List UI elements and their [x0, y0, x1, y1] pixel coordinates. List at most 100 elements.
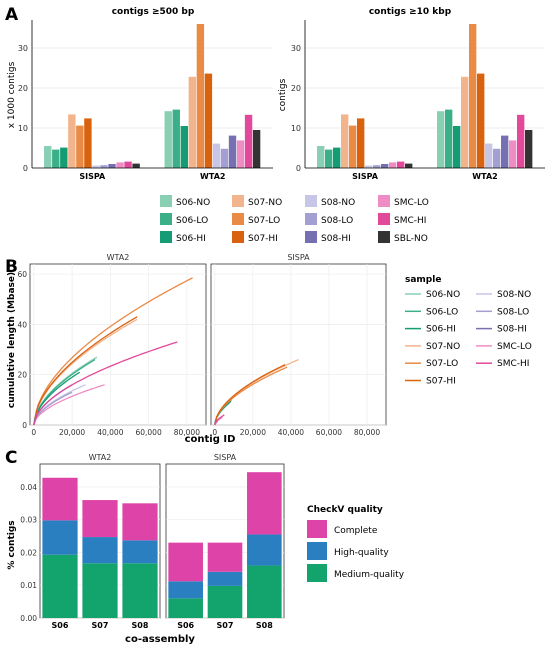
a-left-ytick-label: 30 [18, 44, 28, 53]
a-left-xtick-label: SISPA [79, 172, 106, 181]
legend-a-label: SMC-HI [394, 216, 426, 226]
a-right-bar-wta2-s07-lo [469, 24, 477, 168]
panel-a-right-ylabel: contigs [278, 78, 288, 111]
b-wta2-line-s08-lo [33, 391, 73, 426]
b-sispa-line-s07-lo [214, 366, 288, 426]
b-wta2-xtick-label: 0 [31, 428, 36, 437]
a-right-bar-sispa-s06-hi [333, 147, 341, 168]
legend-a-swatch-s08-hi [305, 231, 317, 243]
c-wta2-bar-s07-medium-quality [82, 563, 118, 618]
panel-c-ylabel: % contigs [7, 520, 17, 569]
a-right-bar-sispa-s08-hi [381, 164, 389, 168]
legend-a-swatch-s07-lo [232, 213, 244, 225]
legend-b-label: S06-LO [426, 307, 458, 317]
a-left-bar-sispa-smc-hi [124, 161, 132, 168]
a-left-bar-sispa-s07-no [68, 114, 76, 168]
a-left-bar-sispa-s08-hi [108, 164, 116, 168]
b-wta2-xtick-label: 20,000 [59, 428, 85, 437]
a-right-bar-sispa-s07-no [341, 114, 349, 168]
a-left-bar-sispa-s06-no [44, 146, 52, 168]
legend-a-swatch-smc-lo [378, 195, 390, 207]
a-right-xtick-label: WTA2 [472, 172, 497, 181]
c-sispa-xtick-label: S08 [256, 621, 273, 630]
c-wta2-bar-s08-medium-quality [122, 563, 158, 618]
a-left-bar-wta2-s06-no [164, 111, 172, 168]
legend-c-swatch-medium-quality [307, 564, 327, 582]
a-right-bar-wta2-s07-hi [477, 73, 485, 168]
legend-b-label: S08-LO [497, 307, 529, 317]
legend-a-label: S07-NO [248, 198, 282, 208]
panel-c-xlabel: co-assembly [125, 634, 195, 645]
legend-c-swatch-high-quality [307, 542, 327, 560]
a-right-bar-sispa-s07-hi [357, 118, 365, 168]
a-left-bar-sispa-sbl-no [132, 163, 140, 168]
legend-b-label: S07-NO [426, 342, 460, 352]
c-sispa-bar-s06-high-quality [168, 581, 203, 599]
b-sispa-line-smc-hi [214, 414, 225, 426]
panel-b-ylabel: cumulative length (Mbase) [7, 272, 17, 408]
b-sispa-line-s07-hi [214, 364, 286, 426]
panel-a-left-chart: 0 10 20 30 SISPA WTA2 [18, 20, 273, 181]
c-sispa-xtick-label: S06 [177, 621, 194, 630]
b-ytick-label: 20 [17, 371, 27, 380]
legend-a-swatch-s07-no [232, 195, 244, 207]
a-left-bar-sispa-s08-no [92, 165, 100, 168]
c-wta2-xtick-label: S07 [92, 621, 109, 630]
legend-b-label: SMC-LO [497, 342, 532, 352]
a-right-bar-sispa-smc-lo [389, 162, 397, 168]
b-wta2-line-s06-hi [33, 371, 81, 426]
b-ytick-label: 60 [17, 270, 27, 279]
c-wta2-bar-s08-high-quality [122, 540, 158, 564]
c-sispa-bar-s07-medium-quality [207, 585, 243, 618]
legend-b-label: S06-NO [426, 290, 460, 300]
a-right-bar-sispa-smc-hi [397, 161, 405, 168]
c-wta2-bar-s06-high-quality [42, 520, 78, 555]
a-right-bar-sispa-s08-no [365, 165, 373, 168]
b-sispa-plot-area [210, 263, 387, 426]
a-right-bar-wta2-s07-no [461, 76, 469, 168]
a-right-bar-wta2-s08-hi [501, 135, 509, 168]
a-right-bar-sispa-s07-lo [349, 125, 357, 168]
a-left-bar-wta2-s07-no [188, 76, 197, 168]
panel-a-legend: S06-NO S06-LO S06-HI S07-NO S07-LO S07-HI S08-… [160, 195, 429, 244]
legend-a-swatch-sbl-no [378, 231, 390, 243]
a-right-bar-sispa-s06-lo [325, 149, 333, 168]
a-right-ytick-label: 20 [291, 84, 301, 93]
c-wta2-bar-s07-high-quality [82, 537, 118, 564]
c-sispa-bar-s06-complete [168, 542, 203, 582]
b-sispa-facet-label: SISPA [287, 253, 310, 262]
panel-label-c: C [5, 448, 17, 468]
b-sispa-xtick-label: 40,000 [278, 428, 304, 437]
panel-c-legend-title: CheckV quality [307, 505, 383, 515]
a-left-ytick-label: 10 [18, 124, 28, 133]
c-wta2-xtick-label: S06 [52, 621, 69, 630]
legend-c-swatch-complete [307, 520, 327, 538]
c-sispa-bar-s07-high-quality [207, 571, 243, 586]
legend-a-label: S08-HI [321, 234, 351, 244]
legend-a-swatch-s08-no [305, 195, 317, 207]
b-wta2-xtick-label: 80,000 [174, 428, 200, 437]
c-wta2-bar-s06-complete [42, 477, 78, 521]
legend-a-label: S07-HI [248, 234, 278, 244]
c-sispa-bar-s08-medium-quality [247, 565, 282, 618]
a-left-bar-wta2-s07-lo [196, 24, 205, 168]
legend-a-swatch-s06-hi [160, 231, 172, 243]
c-ytick-label: 0.02 [20, 548, 37, 557]
panel-a-right-title: contigs ≥10 kbp [369, 7, 452, 17]
panel-c-legend: Complete High-quality Medium-quality [307, 520, 405, 582]
c-wta2-bar-s06-medium-quality [42, 554, 78, 618]
a-right-bar-wta2-s08-no [485, 143, 493, 168]
panel-a-left-ylabel: x 1000 contigs [7, 61, 17, 128]
a-left-bar-wta2-s08-hi [228, 135, 237, 168]
legend-a-label: S06-HI [176, 234, 206, 244]
b-ytick-label: 0 [22, 421, 27, 430]
c-sispa-bar-s06-medium-quality [168, 598, 203, 618]
legend-a-swatch-s06-no [160, 195, 172, 207]
b-sispa-xtick-label: 20,000 [240, 428, 266, 437]
legend-a-label: S06-NO [176, 198, 210, 208]
a-left-xtick-label: WTA2 [200, 172, 225, 181]
a-left-bar-sispa-s07-hi [84, 118, 92, 168]
c-wta2-bar-s08-complete [122, 503, 158, 541]
legend-a-swatch-s06-lo [160, 213, 172, 225]
b-wta2-line-smc-lo [33, 384, 105, 426]
